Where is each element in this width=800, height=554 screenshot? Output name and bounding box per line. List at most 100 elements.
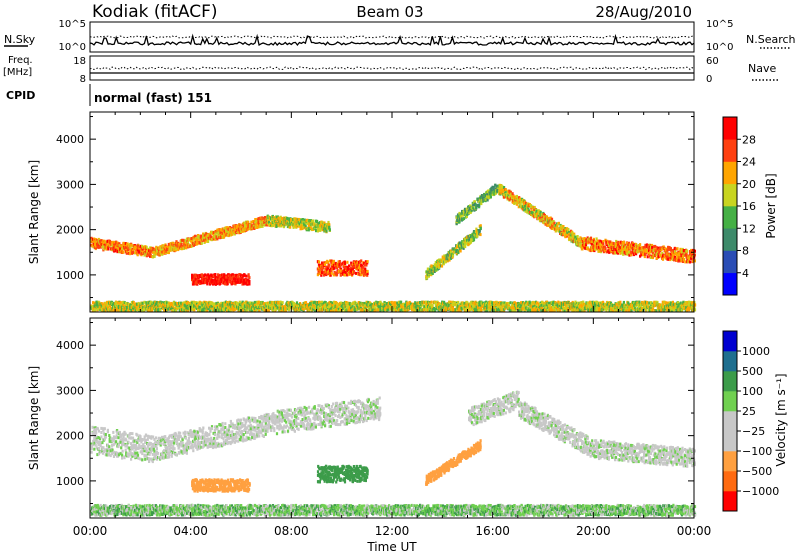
echo-cell — [652, 249, 655, 253]
echo-cell — [271, 224, 274, 227]
echo-cell — [486, 198, 489, 202]
echo-cell — [279, 215, 282, 219]
echo-cell — [581, 247, 584, 251]
echo-cell — [241, 281, 244, 284]
echo-cell — [268, 220, 271, 224]
echo-cell — [624, 245, 628, 249]
echo-cell — [562, 232, 565, 236]
echo-cell — [444, 260, 447, 264]
echo-cell — [173, 248, 176, 252]
echo-cell — [504, 189, 507, 193]
echo-cell — [560, 225, 563, 229]
echo-cell — [523, 208, 526, 212]
freq-panel-frame — [89, 55, 695, 81]
echo-cell — [539, 211, 542, 214]
echo-cell — [230, 282, 233, 286]
echo-cell — [536, 212, 539, 216]
echo-cell — [654, 244, 657, 248]
echo-cell — [515, 194, 518, 198]
echo-cell — [620, 251, 623, 255]
echo-cell — [604, 247, 607, 250]
echo-cell — [464, 242, 467, 246]
echo-cell — [364, 272, 367, 276]
echo-cell — [225, 275, 228, 279]
echo-cell — [566, 233, 569, 237]
echo-cell — [185, 246, 188, 250]
echo-cell — [167, 248, 170, 251]
echo-cell — [153, 254, 156, 258]
echo-cell — [573, 232, 576, 236]
station-title: Kodiak (fitACF) — [92, 2, 218, 22]
echo-cell — [348, 267, 351, 271]
echo-cell — [479, 224, 482, 228]
echo-cell — [212, 274, 215, 278]
echo-cell — [628, 253, 631, 257]
echo-cell — [114, 245, 117, 249]
echo-cell — [247, 280, 250, 284]
echo-cell — [191, 244, 194, 248]
echo-cell — [633, 249, 636, 252]
echo-cell — [141, 301, 144, 305]
echo-cell — [557, 221, 560, 225]
echo-cell — [448, 258, 451, 262]
echo-cell — [139, 244, 142, 248]
echo-cell — [191, 276, 194, 280]
echo-cell — [526, 209, 529, 213]
echo-cell — [639, 246, 642, 250]
echo-cell — [476, 234, 479, 238]
echo-cell — [194, 234, 197, 238]
echo-cell — [645, 243, 649, 247]
echo-cell — [647, 251, 650, 255]
echo-cell — [173, 246, 176, 250]
echo-cell — [243, 229, 246, 233]
echo-cell — [657, 246, 660, 250]
echo-cell — [688, 260, 692, 264]
echo-cell — [531, 214, 534, 218]
echo-cell — [329, 273, 332, 277]
echo-cell — [350, 261, 353, 265]
echo-cell — [113, 240, 116, 244]
echo-cell — [320, 268, 323, 272]
echo-cell — [514, 201, 517, 205]
echo-cell — [329, 267, 332, 271]
echo-cell — [648, 249, 651, 252]
echo-cell — [604, 249, 607, 253]
echo-cell — [451, 254, 455, 258]
echo-cell — [265, 220, 268, 224]
nsky-label: N.Sky — [4, 33, 36, 46]
echo-cell — [155, 245, 158, 249]
echo-cell — [303, 222, 306, 226]
echo-cell — [666, 248, 669, 252]
echo-cell — [464, 245, 467, 249]
echo-cell — [457, 215, 460, 218]
echo-cell — [461, 213, 464, 217]
echo-cell — [640, 251, 643, 255]
echo-cell — [329, 259, 332, 263]
freq-left-tick-bottom: 8 — [80, 74, 86, 85]
echo-cell — [537, 209, 540, 213]
echo-cell — [584, 245, 587, 249]
echo-cell — [275, 217, 278, 221]
echo-cell — [457, 250, 460, 254]
echo-cell — [359, 273, 362, 277]
echo-cell — [596, 242, 599, 246]
echo-cell — [663, 253, 666, 257]
echo-cell — [430, 264, 434, 268]
echo-cell — [534, 214, 537, 218]
echo-cell — [635, 246, 638, 250]
echo-cell — [530, 213, 533, 216]
noise-right-tick-bottom: 10^0 — [706, 42, 733, 53]
echo-cell — [219, 282, 222, 285]
echo-cell — [451, 252, 455, 256]
echo-cell — [263, 216, 267, 219]
echo-cell — [492, 185, 495, 189]
echo-cell — [614, 251, 617, 255]
echo-cell — [135, 248, 138, 252]
echo-cell — [491, 185, 494, 189]
echo-cell — [257, 217, 260, 221]
echo-cell — [219, 231, 222, 235]
beam-title: Beam 03 — [356, 3, 423, 21]
echo-cell — [661, 257, 665, 261]
echo-cell — [131, 247, 134, 251]
echo-cell — [654, 254, 657, 257]
